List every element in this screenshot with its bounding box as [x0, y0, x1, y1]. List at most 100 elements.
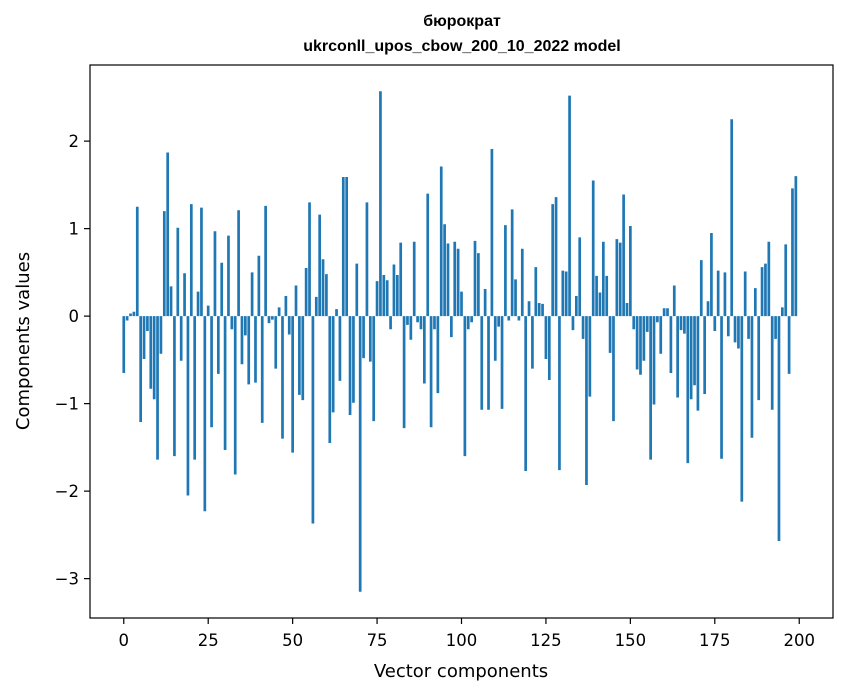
bar-14 [169, 286, 173, 317]
bar-70 [358, 316, 362, 592]
bar-126 [547, 316, 551, 381]
bar-8 [149, 316, 153, 389]
x-tick-label: 50 [282, 631, 303, 650]
bar-35 [240, 316, 244, 365]
bar-144 [608, 316, 612, 353]
bar-24 [203, 316, 207, 512]
x-axis-label: Vector components [374, 661, 548, 682]
bar-168 [689, 316, 693, 400]
bar-142 [601, 241, 605, 317]
y-axis-ticks: −3 −2 −1 0 1 2 [55, 132, 90, 589]
bar-11 [159, 316, 163, 354]
bar-129 [558, 316, 561, 471]
bar-199 [794, 176, 798, 317]
bar-138 [588, 316, 592, 397]
bar-30 [223, 316, 227, 451]
bar-53 [301, 316, 305, 401]
bar-25 [206, 305, 210, 317]
bar-139 [591, 180, 595, 317]
bar-197 [787, 316, 791, 374]
bar-31 [227, 235, 230, 317]
bar-112 [500, 316, 504, 409]
bar-145 [612, 316, 615, 422]
bar-103 [470, 316, 473, 323]
bar-115 [510, 209, 514, 317]
bar-146 [615, 239, 619, 317]
y-tick-label: −1 [55, 395, 79, 414]
bar-118 [520, 248, 524, 317]
bar-41 [260, 316, 264, 423]
bar-149 [625, 303, 629, 317]
bar-58 [318, 214, 321, 317]
y-tick-label: −2 [55, 482, 79, 501]
bar-33 [233, 316, 237, 475]
bar-192 [770, 316, 774, 410]
x-tick-label: 200 [783, 631, 815, 650]
bar-10 [156, 316, 159, 460]
bar-59 [321, 259, 325, 317]
bar-148 [622, 194, 625, 317]
bar-64 [338, 316, 342, 381]
bar-60 [325, 274, 328, 317]
bar-20 [189, 204, 193, 317]
bar-42 [264, 205, 267, 317]
bar-120 [527, 301, 531, 317]
bar-127 [551, 204, 555, 317]
bar-171 [699, 260, 703, 317]
bar-153 [639, 316, 642, 375]
x-tick-label: 125 [530, 631, 562, 650]
bar-160 [662, 308, 666, 317]
bar-19 [186, 316, 190, 496]
plot-frame [89, 64, 834, 619]
bar-21 [193, 316, 197, 460]
bar-99 [456, 248, 460, 317]
bar-111 [497, 316, 500, 327]
bar-117 [517, 316, 521, 321]
bar-173 [706, 301, 710, 317]
bar-190 [764, 263, 767, 317]
bar-166 [683, 316, 686, 334]
bars-group [122, 91, 798, 592]
bar-9 [152, 316, 156, 400]
bar-195 [780, 307, 784, 317]
bar-36 [244, 316, 247, 336]
bar-169 [693, 316, 696, 386]
bar-158 [656, 316, 659, 323]
bar-50 [291, 316, 294, 453]
bar-124 [541, 303, 544, 317]
bar-71 [362, 316, 365, 359]
bar-198 [791, 188, 794, 317]
bar-34 [237, 210, 240, 317]
bar-108 [487, 316, 490, 410]
bar-132 [568, 95, 571, 317]
bar-76 [379, 91, 382, 317]
bar-156 [649, 316, 652, 460]
bar-87 [416, 316, 419, 323]
bar-122 [534, 267, 538, 317]
bar-44 [271, 316, 274, 320]
bar-180 [730, 119, 734, 317]
bar-79 [389, 316, 392, 330]
bar-162 [669, 316, 673, 374]
bar-74 [372, 316, 376, 422]
bar-128 [554, 197, 558, 317]
bar-4 [135, 206, 139, 317]
bar-181 [733, 316, 737, 343]
bar-40 [257, 255, 261, 317]
bar-91 [429, 316, 433, 428]
bar-135 [578, 237, 582, 317]
bar-140 [595, 275, 598, 317]
bar-191 [767, 241, 771, 317]
bar-32 [230, 316, 234, 330]
bar-27 [213, 231, 217, 317]
x-tick-label: 175 [699, 631, 731, 650]
y-tick-label: 1 [69, 220, 80, 239]
bar-0 [122, 316, 126, 374]
bar-43 [267, 316, 271, 324]
bar-72 [365, 202, 369, 317]
bar-194 [777, 316, 781, 542]
bar-56 [311, 316, 315, 524]
bar-82 [399, 242, 403, 317]
bar-131 [564, 271, 568, 317]
bar-151 [632, 316, 636, 330]
